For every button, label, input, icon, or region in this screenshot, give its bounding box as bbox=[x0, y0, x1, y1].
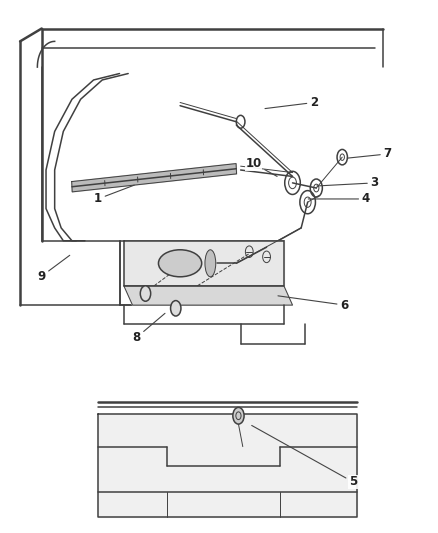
Circle shape bbox=[170, 301, 181, 316]
Ellipse shape bbox=[205, 250, 216, 277]
Circle shape bbox=[233, 407, 244, 424]
Text: 3: 3 bbox=[317, 176, 379, 189]
Ellipse shape bbox=[159, 250, 202, 277]
Polygon shape bbox=[124, 286, 293, 305]
Text: 7: 7 bbox=[347, 148, 392, 160]
Circle shape bbox=[140, 286, 151, 301]
Text: 10: 10 bbox=[245, 157, 277, 176]
Polygon shape bbox=[98, 415, 357, 518]
Polygon shape bbox=[72, 164, 237, 192]
Polygon shape bbox=[124, 241, 284, 286]
Text: 6: 6 bbox=[278, 296, 349, 312]
Text: 2: 2 bbox=[265, 96, 318, 109]
Text: 5: 5 bbox=[252, 425, 357, 488]
Text: 4: 4 bbox=[308, 192, 370, 205]
Text: 1: 1 bbox=[94, 185, 134, 205]
Text: 8: 8 bbox=[133, 313, 165, 344]
Text: 9: 9 bbox=[38, 255, 70, 282]
